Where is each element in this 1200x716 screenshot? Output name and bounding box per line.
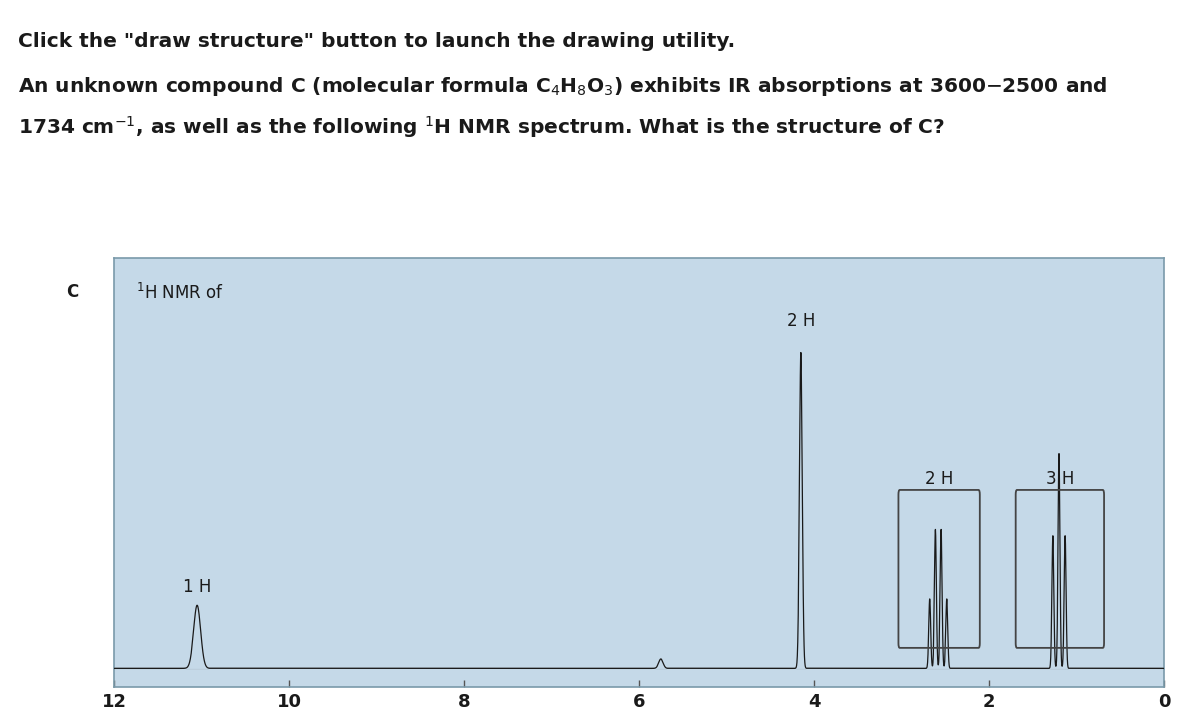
Text: 1734 cm$^{-1}$, as well as the following $^1$H NMR spectrum. What is the structu: 1734 cm$^{-1}$, as well as the following… (18, 115, 944, 140)
Text: C: C (66, 283, 78, 301)
Text: An unknown compound C (molecular formula C$_4$H$_8$O$_3$) exhibits IR absorption: An unknown compound C (molecular formula… (18, 75, 1108, 98)
Text: 2 H: 2 H (787, 312, 815, 330)
Text: Click the "draw structure" button to launch the drawing utility.: Click the "draw structure" button to lau… (18, 32, 736, 52)
Text: 3 H: 3 H (1045, 470, 1074, 488)
Text: $^1$H NMR of: $^1$H NMR of (136, 283, 223, 303)
Text: 2 H: 2 H (925, 470, 953, 488)
Text: 1 H: 1 H (182, 578, 211, 596)
